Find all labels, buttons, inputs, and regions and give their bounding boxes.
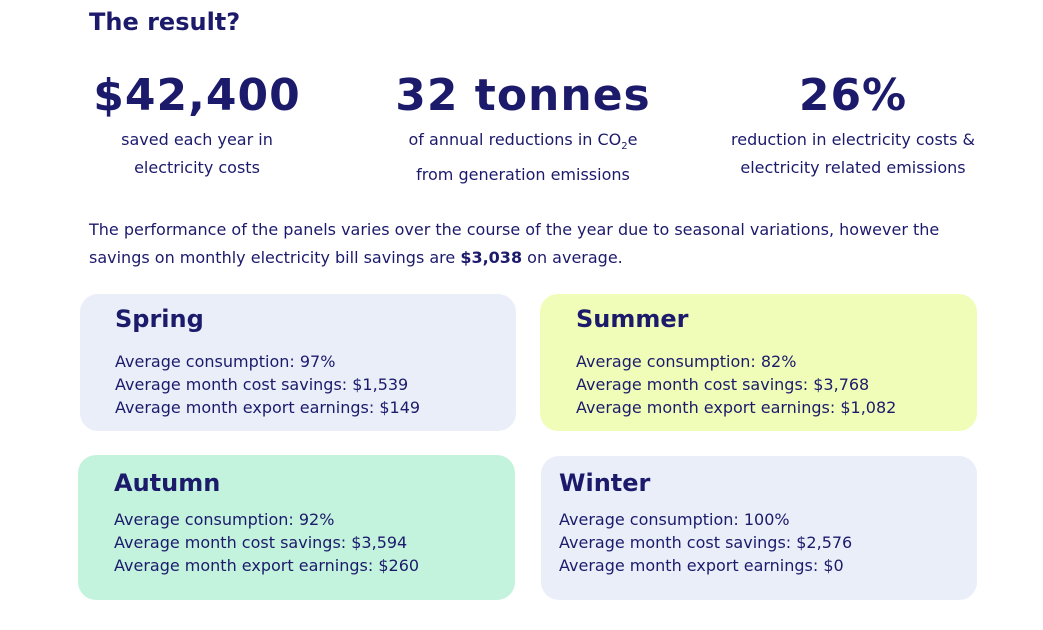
- season-title: Winter: [559, 469, 651, 497]
- cost-savings-stat: Average month cost savings: $1,539: [115, 375, 409, 394]
- season-card-winter: Winter Average consumption: 100% Average…: [541, 456, 977, 600]
- stat-caption-line: of annual reductions in CO2e: [408, 130, 638, 153]
- stat-caption-line: saved each year in: [121, 130, 273, 149]
- consumption-stat: Average consumption: 100%: [559, 510, 790, 529]
- export-earnings-stat: Average month export earnings: $1,082: [576, 398, 897, 417]
- stat-caption-line: electricity costs: [134, 158, 260, 177]
- stat-value: 32 tonnes: [395, 70, 651, 121]
- consumption-stat: Average consumption: 82%: [576, 352, 797, 371]
- cost-savings-stat: Average month cost savings: $2,576: [559, 533, 853, 552]
- consumption-stat: Average consumption: 97%: [115, 352, 336, 371]
- stat-savings: $42,400 saved each year in electricity c…: [57, 70, 337, 182]
- stat-emissions: 32 tonnes of annual reductions in CO2e f…: [373, 70, 673, 189]
- average-savings-value: $3,038: [460, 248, 523, 267]
- season-title: Spring: [115, 305, 204, 333]
- page-heading: The result?: [89, 8, 241, 36]
- cost-savings-stat: Average month cost savings: $3,594: [114, 533, 408, 552]
- summary-paragraph: The performance of the panels varies ove…: [89, 220, 940, 267]
- stat-value: $42,400: [93, 70, 301, 121]
- season-card-spring: Spring Average consumption: 97% Average …: [80, 294, 516, 431]
- stat-caption-line: from generation emissions: [416, 165, 630, 185]
- consumption-stat: Average consumption: 92%: [114, 510, 335, 529]
- stat-reduction: 26% reduction in electricity costs & ele…: [713, 70, 993, 182]
- cost-savings-stat: Average month cost savings: $3,768: [576, 375, 870, 394]
- season-card-autumn: Autumn Average consumption: 92% Average …: [78, 455, 515, 600]
- stat-caption-line: reduction in electricity costs &: [731, 130, 975, 149]
- export-earnings-stat: Average month export earnings: $149: [115, 398, 421, 417]
- stat-caption: of annual reductions in CO2e from genera…: [373, 126, 673, 189]
- stat-caption: reduction in electricity costs & electri…: [713, 126, 993, 182]
- season-title: Autumn: [114, 469, 221, 497]
- export-earnings-stat: Average month export earnings: $260: [114, 556, 420, 575]
- stat-caption: saved each year in electricity costs: [57, 126, 337, 182]
- season-card-summer: Summer Average consumption: 82% Average …: [540, 294, 977, 431]
- stat-value: 26%: [798, 70, 908, 121]
- export-earnings-stat: Average month export earnings: $0: [559, 556, 844, 575]
- stat-caption-line: electricity related emissions: [740, 158, 966, 177]
- season-title: Summer: [576, 305, 689, 333]
